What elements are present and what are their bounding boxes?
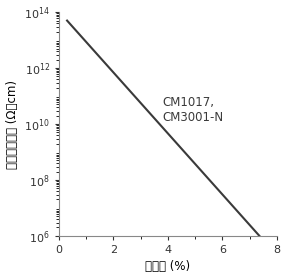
X-axis label: 吸水率 (%): 吸水率 (%): [145, 260, 190, 273]
Y-axis label: 体積固有抵抗 (Ω・cm): 体積固有抵抗 (Ω・cm): [5, 80, 19, 169]
Text: CM1017,
CM3001-N: CM1017, CM3001-N: [162, 96, 224, 124]
